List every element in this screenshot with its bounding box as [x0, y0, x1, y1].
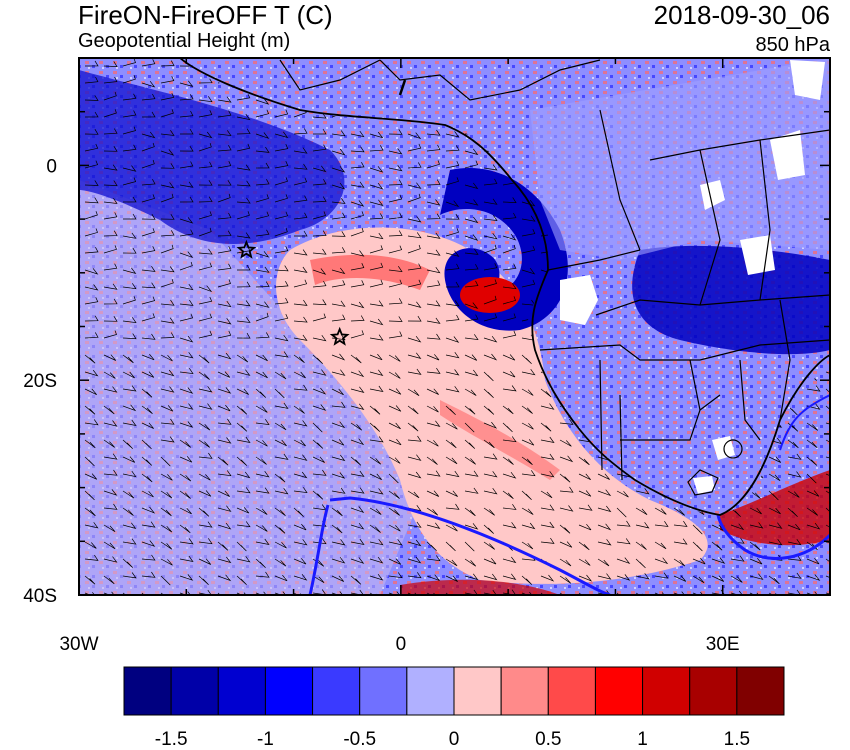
country-border: [539, 339, 830, 361]
country-border: [687, 469, 719, 496]
colorbar-tick-label: -1.5: [155, 729, 188, 750]
country-border: [759, 139, 771, 301]
southeast-warm-anomaly: [720, 470, 830, 546]
country-border: [699, 149, 721, 306]
warm-streak: [440, 400, 560, 480]
lat-tick-label: 40S: [23, 586, 57, 607]
plot-title: FireON-FireOFF T (C): [78, 0, 333, 30]
colorbar-swatch: [217, 666, 266, 716]
missing-data-patch: [560, 275, 598, 325]
country-border: [547, 249, 641, 271]
land-anomaly: [530, 58, 830, 260]
warm-core: [460, 277, 520, 313]
colorbar-swatch: [547, 666, 596, 716]
coastline: [179, 58, 830, 516]
missing-data-patch: [693, 476, 715, 494]
map-area: [79, 58, 830, 595]
colorbar-swatch: [170, 666, 219, 716]
lon-tick-label: 0: [396, 634, 407, 655]
country-border: [379, 59, 601, 101]
star-marker: [329, 326, 350, 346]
station-markers: [236, 239, 350, 346]
colorbar-swatch: [312, 666, 361, 716]
northwest-cold-anomaly: [79, 70, 345, 244]
colorbar-tick-label: 1: [637, 729, 648, 750]
country-border: [689, 359, 701, 411]
lon-tick-label: 30W: [59, 634, 98, 655]
plot-subtitle: Geopotential Height (m): [78, 30, 291, 52]
missing-data-patch: [740, 235, 775, 275]
lon-tick-label: 30E: [706, 634, 740, 655]
colorbar-swatch: [736, 666, 785, 716]
country-border: [739, 359, 761, 441]
colorbar: [123, 666, 785, 716]
lat-tick-label: 0: [46, 156, 57, 177]
geopotential-contour: [329, 496, 611, 595]
colorbar-swatch: [359, 666, 408, 716]
country-border: [620, 394, 721, 441]
country-border: [279, 59, 381, 91]
colorbar-swatch: [453, 666, 502, 716]
missing-data-patch: [700, 180, 725, 210]
colorbar-swatch: [642, 666, 691, 716]
colorbar-tick-label: -0.5: [343, 729, 376, 750]
plot-datetime: 2018-09-30_06: [653, 0, 830, 30]
colorbar-swatch: [406, 666, 455, 716]
star-marker: [236, 239, 257, 259]
colorbar-swatch: [689, 666, 738, 716]
colorbar-swatch: [500, 666, 549, 716]
country-border: [599, 109, 641, 251]
country-border: [723, 439, 743, 459]
colorbar-swatch: [264, 666, 314, 716]
colorbar-labels: -1.5 -1 -0.5 0 0.5 1 1.5: [155, 729, 750, 750]
longitude-labels: 30W 0 30E: [59, 634, 739, 655]
geopotential-contour: [308, 504, 330, 595]
country-border: [779, 299, 791, 421]
missing-data-patch: [790, 60, 825, 100]
colorbar-swatch: [594, 666, 644, 716]
interior-cold-anomaly: [632, 245, 830, 355]
country-border: [599, 359, 603, 471]
geopotential-contour: [716, 514, 830, 560]
southern-warm-band: [400, 579, 560, 595]
colorbar-tick-label: -1: [257, 729, 274, 750]
island: [398, 79, 407, 96]
missing-data-patch: [770, 130, 805, 180]
colorbar-swatch: [123, 666, 172, 716]
geopotential-contour: [779, 394, 830, 451]
pressure-level: 850 hPa: [755, 34, 830, 56]
colorbar-tick-label: 0: [449, 729, 460, 750]
warm-anomaly-region: [276, 227, 708, 584]
country-border: [619, 394, 623, 481]
latitude-labels: 0 20S 40S: [23, 156, 57, 607]
colorbar-tick-label: 0.5: [535, 729, 561, 750]
colorbar-tick-label: 1.5: [724, 729, 750, 750]
lat-tick-label: 20S: [23, 371, 57, 392]
warm-streak: [310, 254, 430, 290]
axis-ticks: [78, 57, 831, 596]
country-border: [649, 129, 830, 161]
